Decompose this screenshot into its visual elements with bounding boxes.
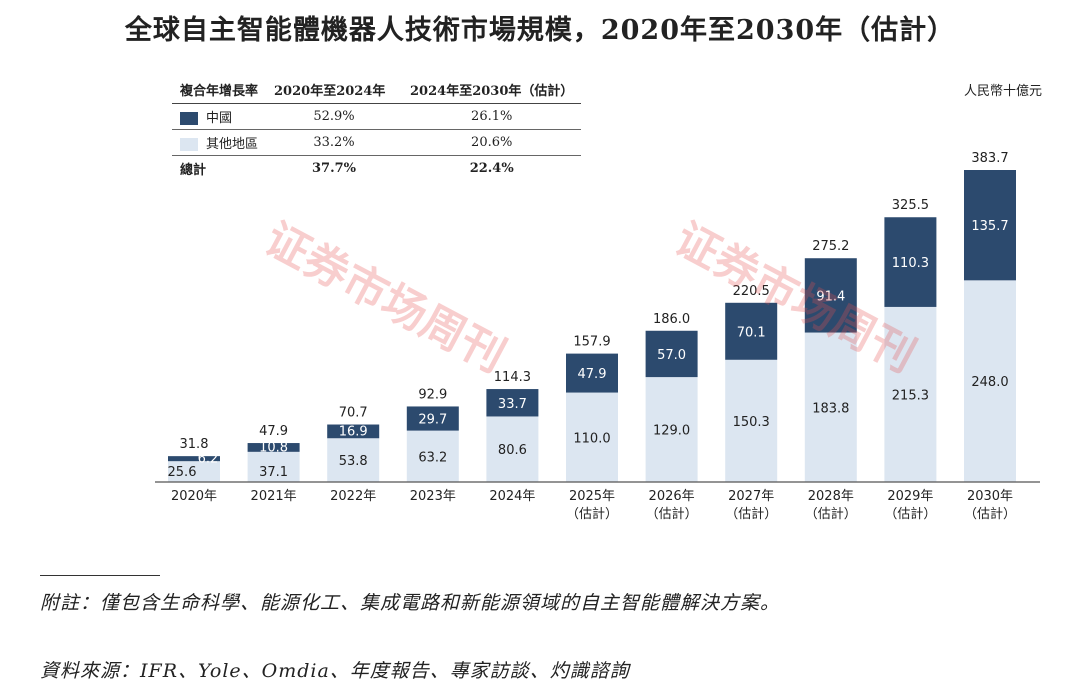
- cagr-row-other: 其他地區 33.2% 20.6%: [172, 129, 582, 156]
- x-tick-sublabel: （估計）: [805, 506, 857, 522]
- bar-segment-other: [168, 461, 220, 482]
- cagr-header-period2: 2024年至2030年（估計）: [402, 78, 582, 104]
- cagr-value: 22.4%: [469, 161, 514, 176]
- data-label-other: 215.3: [892, 388, 929, 403]
- bar-segment-other: [645, 377, 698, 482]
- chart-title: 全球自主智能體機器人技術市場規模，2020年至2030年（估計）: [124, 15, 956, 46]
- data-label-other: 150.3: [733, 415, 770, 430]
- x-tick-label: 2026年: [649, 489, 695, 504]
- data-label-china: 33.7: [498, 397, 527, 412]
- data-label-total: 157.9: [573, 335, 610, 350]
- stacked-bar-chart: 6.225.6 31.8 2020年 10.8 37.1 47.9 2021年 16.9 53.…: [155, 151, 1040, 522]
- data-label-other: 248.0: [971, 375, 1008, 390]
- cagr-row-total: 總計 37.7% 22.4%: [172, 156, 581, 182]
- x-tick-label: 2020年: [171, 489, 217, 504]
- legend-swatch-other: [180, 138, 198, 151]
- x-tick-label: 2029年: [887, 489, 933, 504]
- bar-segment-other: [486, 416, 539, 482]
- x-tick-sublabel: （估計）: [646, 506, 698, 522]
- x-tick-label: 2025年: [569, 489, 615, 504]
- x-tick-sublabel: （估計）: [884, 506, 936, 522]
- cagr-value: 52.9%: [266, 103, 403, 130]
- data-label-china: 57.0: [657, 348, 686, 363]
- bar-segment-china: [486, 389, 539, 417]
- data-label-china: 16.9: [339, 424, 368, 439]
- bar-segment-china: [804, 258, 857, 333]
- bar-segment-china: [645, 330, 698, 378]
- data-label-total: 275.2: [812, 239, 849, 254]
- bar-segment-china: [884, 217, 937, 307]
- cagr-header-label: 複合年增長率: [172, 78, 267, 104]
- unit-label: 人民幣十億元: [963, 84, 1042, 99]
- bar-segment-other: [247, 451, 300, 482]
- footnote-note: 附註：僅包含生命科學、能源化工、集成電路和新能源領域的自主智能體解決方案。: [40, 592, 781, 614]
- legend-swatch-china: [180, 112, 198, 125]
- bar-segment-china: [964, 170, 1016, 281]
- bar-segment-china: [168, 456, 220, 462]
- footnote-divider: [40, 575, 160, 576]
- bar-segment-china: [406, 406, 459, 431]
- data-label-total: 70.7: [339, 406, 368, 421]
- x-tick-label: 2027年: [728, 489, 774, 504]
- data-label-total: 114.3: [494, 370, 531, 385]
- x-tick-sublabel: （估計）: [725, 506, 777, 522]
- data-label-other: 80.6: [498, 443, 527, 458]
- cagr-table: 複合年增長率 2020年至2024年 2024年至2030年（估計） 中國 52…: [172, 78, 582, 182]
- data-label-china: 10.8: [259, 440, 288, 455]
- x-tick-sublabel: （估計）: [964, 506, 1016, 522]
- data-label-other: 183.8: [812, 401, 849, 416]
- cagr-value: 20.6%: [402, 129, 582, 156]
- cagr-header-period1: 2020年至2024年: [266, 78, 403, 104]
- bar-segment-china: [327, 424, 380, 439]
- bar-segment-other: [964, 280, 1016, 482]
- bar-segment-other: [566, 392, 618, 482]
- data-label-total: 31.8: [180, 437, 209, 452]
- x-tick-sublabel: （估計）: [566, 506, 618, 522]
- data-label-total: 220.5: [733, 284, 770, 299]
- cagr-value: 26.1%: [402, 103, 582, 130]
- data-label-total: 92.9: [418, 387, 447, 402]
- cagr-value: 37.7%: [312, 161, 357, 176]
- legend-label-total: 總計: [180, 163, 207, 178]
- x-tick-label: 2030年: [967, 489, 1013, 504]
- data-label-total: 186.0: [653, 312, 690, 327]
- x-tick-label: 2023年: [410, 489, 456, 504]
- cagr-value: 33.2%: [266, 129, 403, 156]
- bar-segment-other: [725, 359, 778, 482]
- data-label-china: 110.3: [892, 256, 929, 271]
- footnote-source: 資料來源：IFR、Yole、Omdia、年度報告、專家訪談、灼識諮詢: [40, 660, 630, 682]
- data-label-other: 110.0: [573, 431, 610, 446]
- data-label-total: 325.5: [892, 198, 929, 213]
- data-label-total: 383.7: [971, 151, 1008, 166]
- bar-segment-other: [327, 438, 380, 482]
- data-label-china: 70.1: [737, 325, 766, 340]
- legend-label-china: 中國: [206, 111, 233, 126]
- data-label-other: 37.1: [259, 465, 288, 480]
- data-label-china: 6.2: [198, 452, 219, 467]
- data-label-other: 25.6: [168, 465, 197, 480]
- cagr-row-china: 中國 52.9% 26.1%: [172, 103, 582, 130]
- data-label-china: 47.9: [578, 367, 607, 382]
- bar-segment-other: [884, 306, 937, 482]
- bar-segment-china: [725, 302, 778, 360]
- legend-label-other: 其他地區: [206, 137, 259, 152]
- bar-segment-other: [406, 430, 459, 482]
- cagr-header-row: 複合年增長率 2020年至2024年 2024年至2030年（估計）: [172, 78, 582, 104]
- data-label-other: 63.2: [418, 450, 447, 465]
- x-tick-label: 2024年: [489, 489, 535, 504]
- data-label-china: 91.4: [816, 289, 845, 304]
- data-label-china: 135.7: [971, 219, 1008, 234]
- data-label-total: 47.9: [259, 424, 288, 439]
- x-tick-label: 2022年: [330, 489, 376, 504]
- bar-segment-other: [804, 332, 857, 482]
- data-label-other: 129.0: [653, 424, 690, 439]
- data-label-other: 53.8: [339, 454, 368, 469]
- x-tick-label: 2021年: [251, 489, 297, 504]
- data-label-china: 29.7: [418, 413, 447, 428]
- x-tick-label: 2028年: [808, 489, 854, 504]
- bar-segment-china: [247, 443, 300, 452]
- bar-segment-china: [566, 353, 618, 393]
